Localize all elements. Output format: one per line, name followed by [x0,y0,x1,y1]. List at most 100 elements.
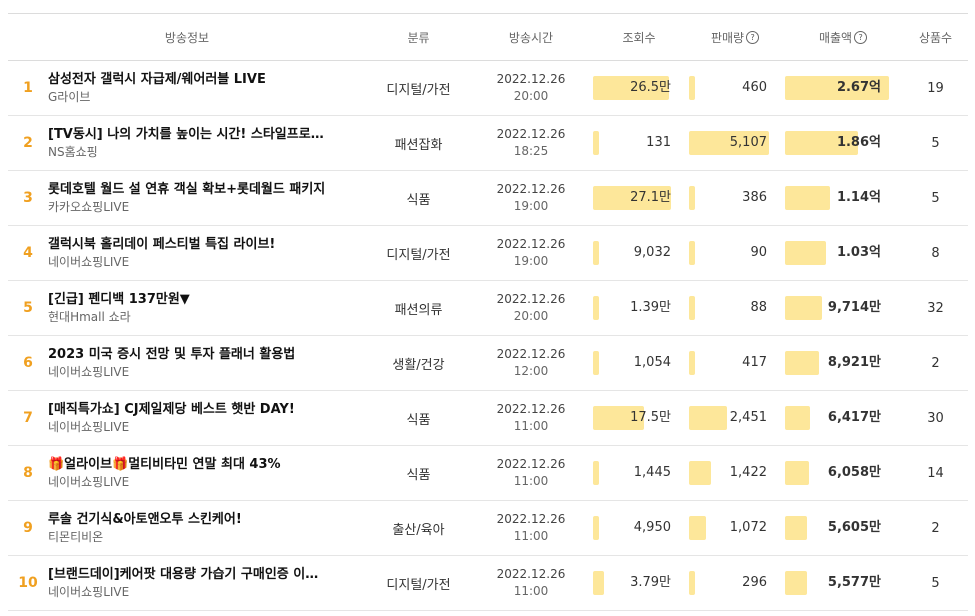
help-icon[interactable]: ? [746,30,760,44]
broadcast-store: 네이버쇼핑LIVE [48,419,130,434]
broadcast-store: G라이브 [48,89,91,104]
revenue-cell: 5,577만 [783,571,903,595]
broadcast-date: 2022.12.26 [496,237,566,251]
header-sales-label[interactable]: 판매량 [710,30,745,45]
header-info-label: 방송정보 [164,30,210,45]
broadcast-info-text: [브랜드데이]케어팟 대용량 가습기 구매인증 이벤트 네이버쇼핑LIVE [48,566,360,601]
revenue-value: 2.67억 [836,80,881,95]
category-cell: 생활/건강 [392,357,445,373]
header-views-label[interactable]: 조회수 [622,30,656,45]
views-value: 1,054 [633,355,671,370]
revenue-bar [785,461,809,485]
table-row[interactable]: 9 루솔 건기식&아토앤오투 스킨케어! 티몬티비온 출산/육아 2022.12… [8,501,968,556]
views-bar [593,516,599,540]
broadcast-title[interactable]: 롯데호텔 월드 설 연휴 객실 확보+롯데월드 패키지 [48,181,326,197]
broadcast-date: 2022.12.26 [496,72,566,86]
header-products-label[interactable]: 상품수 [918,30,953,45]
revenue-value: 1.86억 [836,135,881,150]
rank-number: 9 [23,520,33,536]
broadcast-date: 2022.12.26 [496,457,566,471]
broadcast-info-text: 삼성전자 갤럭시 자급제/웨어러블 LIVE G라이브 [48,71,360,106]
help-icon[interactable]: ? [854,30,868,44]
table-row[interactable]: 5 [긴급] 펜디백 137만원▼ 현대Hmall 쇼라 패션의류 2022.1… [8,281,968,336]
table-row[interactable]: 4 갤럭시북 홀리데이 페스티벌 특집 라이브! 네이버쇼핑LIVE 디지털/가… [8,226,968,281]
time-cell: 2022.12.26 11:00 [471,401,591,435]
broadcast-title[interactable]: 2023 미국 증시 전망 및 투자 플래너 활용법 [48,346,296,362]
header-products[interactable]: 상품수 [903,29,968,46]
sales-bar [689,131,769,155]
products-count: 30 [927,410,944,426]
category-cell: 디지털/가전 [386,577,451,593]
revenue-cell: 1.03억 [783,241,903,265]
views-bar [593,131,599,155]
broadcast-time: 11:00 [513,584,549,598]
broadcast-info[interactable]: 8 🎁얼라이브🎁멀티비타민 연말 최대 43% 네이버쇼핑LIVE [8,456,366,491]
sales-value: 1,422 [729,465,767,480]
rank-number: 10 [18,575,38,591]
broadcast-info[interactable]: 7 [매직특가쇼] CJ제일제당 베스트 햇반 DAY! 네이버쇼핑LIVE [8,401,366,436]
broadcast-title[interactable]: [긴급] 펜디백 137만원▼ [48,291,190,307]
views-bar [593,571,604,595]
header-revenue-label[interactable]: 매출액 [818,30,853,45]
sales-cell: 417 [687,351,783,375]
broadcast-title[interactable]: [매직특가쇼] CJ제일제당 베스트 햇반 DAY! [48,401,295,417]
broadcast-time: 11:00 [513,474,549,488]
table-row[interactable]: 7 [매직특가쇼] CJ제일제당 베스트 햇반 DAY! 네이버쇼핑LIVE 식… [8,391,968,446]
views-bar [593,296,599,320]
header-sales[interactable]: 판매량? [687,29,783,46]
products-count: 32 [927,300,944,316]
broadcast-time: 20:00 [513,89,549,103]
broadcast-info-text: 2023 미국 증시 전망 및 투자 플래너 활용법 네이버쇼핑LIVE [48,346,360,381]
views-bar [593,76,669,100]
products-count: 2 [931,355,940,371]
table-row[interactable]: 2 [TV동시] 나의 가치를 높이는 시간! 스타일프로그램 NS홈쇼핑 패션… [8,116,968,171]
broadcast-time: 19:00 [513,199,549,213]
broadcast-info[interactable]: 5 [긴급] 펜디백 137만원▼ 현대Hmall 쇼라 [8,291,366,326]
sales-cell: 296 [687,571,783,595]
broadcast-info-text: [매직특가쇼] CJ제일제당 베스트 햇반 DAY! 네이버쇼핑LIVE [48,401,360,436]
broadcast-title[interactable]: 갤럭시북 홀리데이 페스티벌 특집 라이브! [48,236,276,252]
revenue-cell: 8,921만 [783,351,903,375]
broadcast-info[interactable]: 4 갤럭시북 홀리데이 페스티벌 특집 라이브! 네이버쇼핑LIVE [8,236,366,271]
sales-cell: 90 [687,241,783,265]
revenue-bar [785,131,858,155]
table-row[interactable]: 6 2023 미국 증시 전망 및 투자 플래너 활용법 네이버쇼핑LIVE 생… [8,336,968,391]
sales-bar [689,241,695,265]
broadcast-date: 2022.12.26 [496,512,566,526]
views-cell: 26.5만 [591,76,687,100]
header-views[interactable]: 조회수 [591,29,687,46]
broadcast-title[interactable]: [TV동시] 나의 가치를 높이는 시간! 스타일프로그램 [48,126,328,142]
broadcast-title[interactable]: [브랜드데이]케어팟 대용량 가습기 구매인증 이벤트 [48,566,328,582]
broadcast-date: 2022.12.26 [496,567,566,581]
broadcast-info[interactable]: 6 2023 미국 증시 전망 및 투자 플래너 활용법 네이버쇼핑LIVE [8,346,366,381]
broadcast-store: 네이버쇼핑LIVE [48,584,130,599]
time-cell: 2022.12.26 20:00 [471,71,591,105]
sales-bar [689,516,706,540]
broadcast-info[interactable]: 3 롯데호텔 월드 설 연휴 객실 확보+롯데월드 패키지 카카오쇼핑LIVE [8,181,366,216]
header-revenue[interactable]: 매출액? [783,29,903,46]
broadcast-time: 19:00 [513,254,549,268]
category-cell: 식품 [406,412,431,428]
broadcast-info[interactable]: 10 [브랜드데이]케어팟 대용량 가습기 구매인증 이벤트 네이버쇼핑LIVE [8,566,366,601]
broadcast-info[interactable]: 9 루솔 건기식&아토앤오투 스킨케어! 티몬티비온 [8,511,366,546]
views-cell: 3.79만 [591,571,687,595]
sales-cell: 5,107 [687,131,783,155]
category-cell: 디지털/가전 [386,82,451,98]
views-cell: 17.5만 [591,406,687,430]
table-row[interactable]: 8 🎁얼라이브🎁멀티비타민 연말 최대 43% 네이버쇼핑LIVE 식품 202… [8,446,968,501]
rank-number: 6 [23,355,33,371]
revenue-cell: 9,714만 [783,296,903,320]
products-count: 14 [927,465,944,481]
table-row[interactable]: 10 [브랜드데이]케어팟 대용량 가습기 구매인증 이벤트 네이버쇼핑LIVE… [8,556,968,611]
broadcast-title[interactable]: 루솔 건기식&아토앤오투 스킨케어! [48,511,242,527]
broadcast-title[interactable]: 삼성전자 갤럭시 자급제/웨어러블 LIVE [48,71,266,87]
broadcast-info[interactable]: 1 삼성전자 갤럭시 자급제/웨어러블 LIVE G라이브 [8,71,366,106]
broadcast-info[interactable]: 2 [TV동시] 나의 가치를 높이는 시간! 스타일프로그램 NS홈쇼핑 [8,126,366,161]
views-value: 3.79만 [630,575,671,590]
broadcast-date: 2022.12.26 [496,127,566,141]
sales-cell: 2,451 [687,406,783,430]
table-row[interactable]: 3 롯데호텔 월드 설 연휴 객실 확보+롯데월드 패키지 카카오쇼핑LIVE … [8,171,968,226]
broadcast-title[interactable]: 🎁얼라이브🎁멀티비타민 연말 최대 43% [48,456,281,472]
broadcast-info-text: [긴급] 펜디백 137만원▼ 현대Hmall 쇼라 [48,291,360,326]
table-row[interactable]: 1 삼성전자 갤럭시 자급제/웨어러블 LIVE G라이브 디지털/가전 202… [8,61,968,116]
